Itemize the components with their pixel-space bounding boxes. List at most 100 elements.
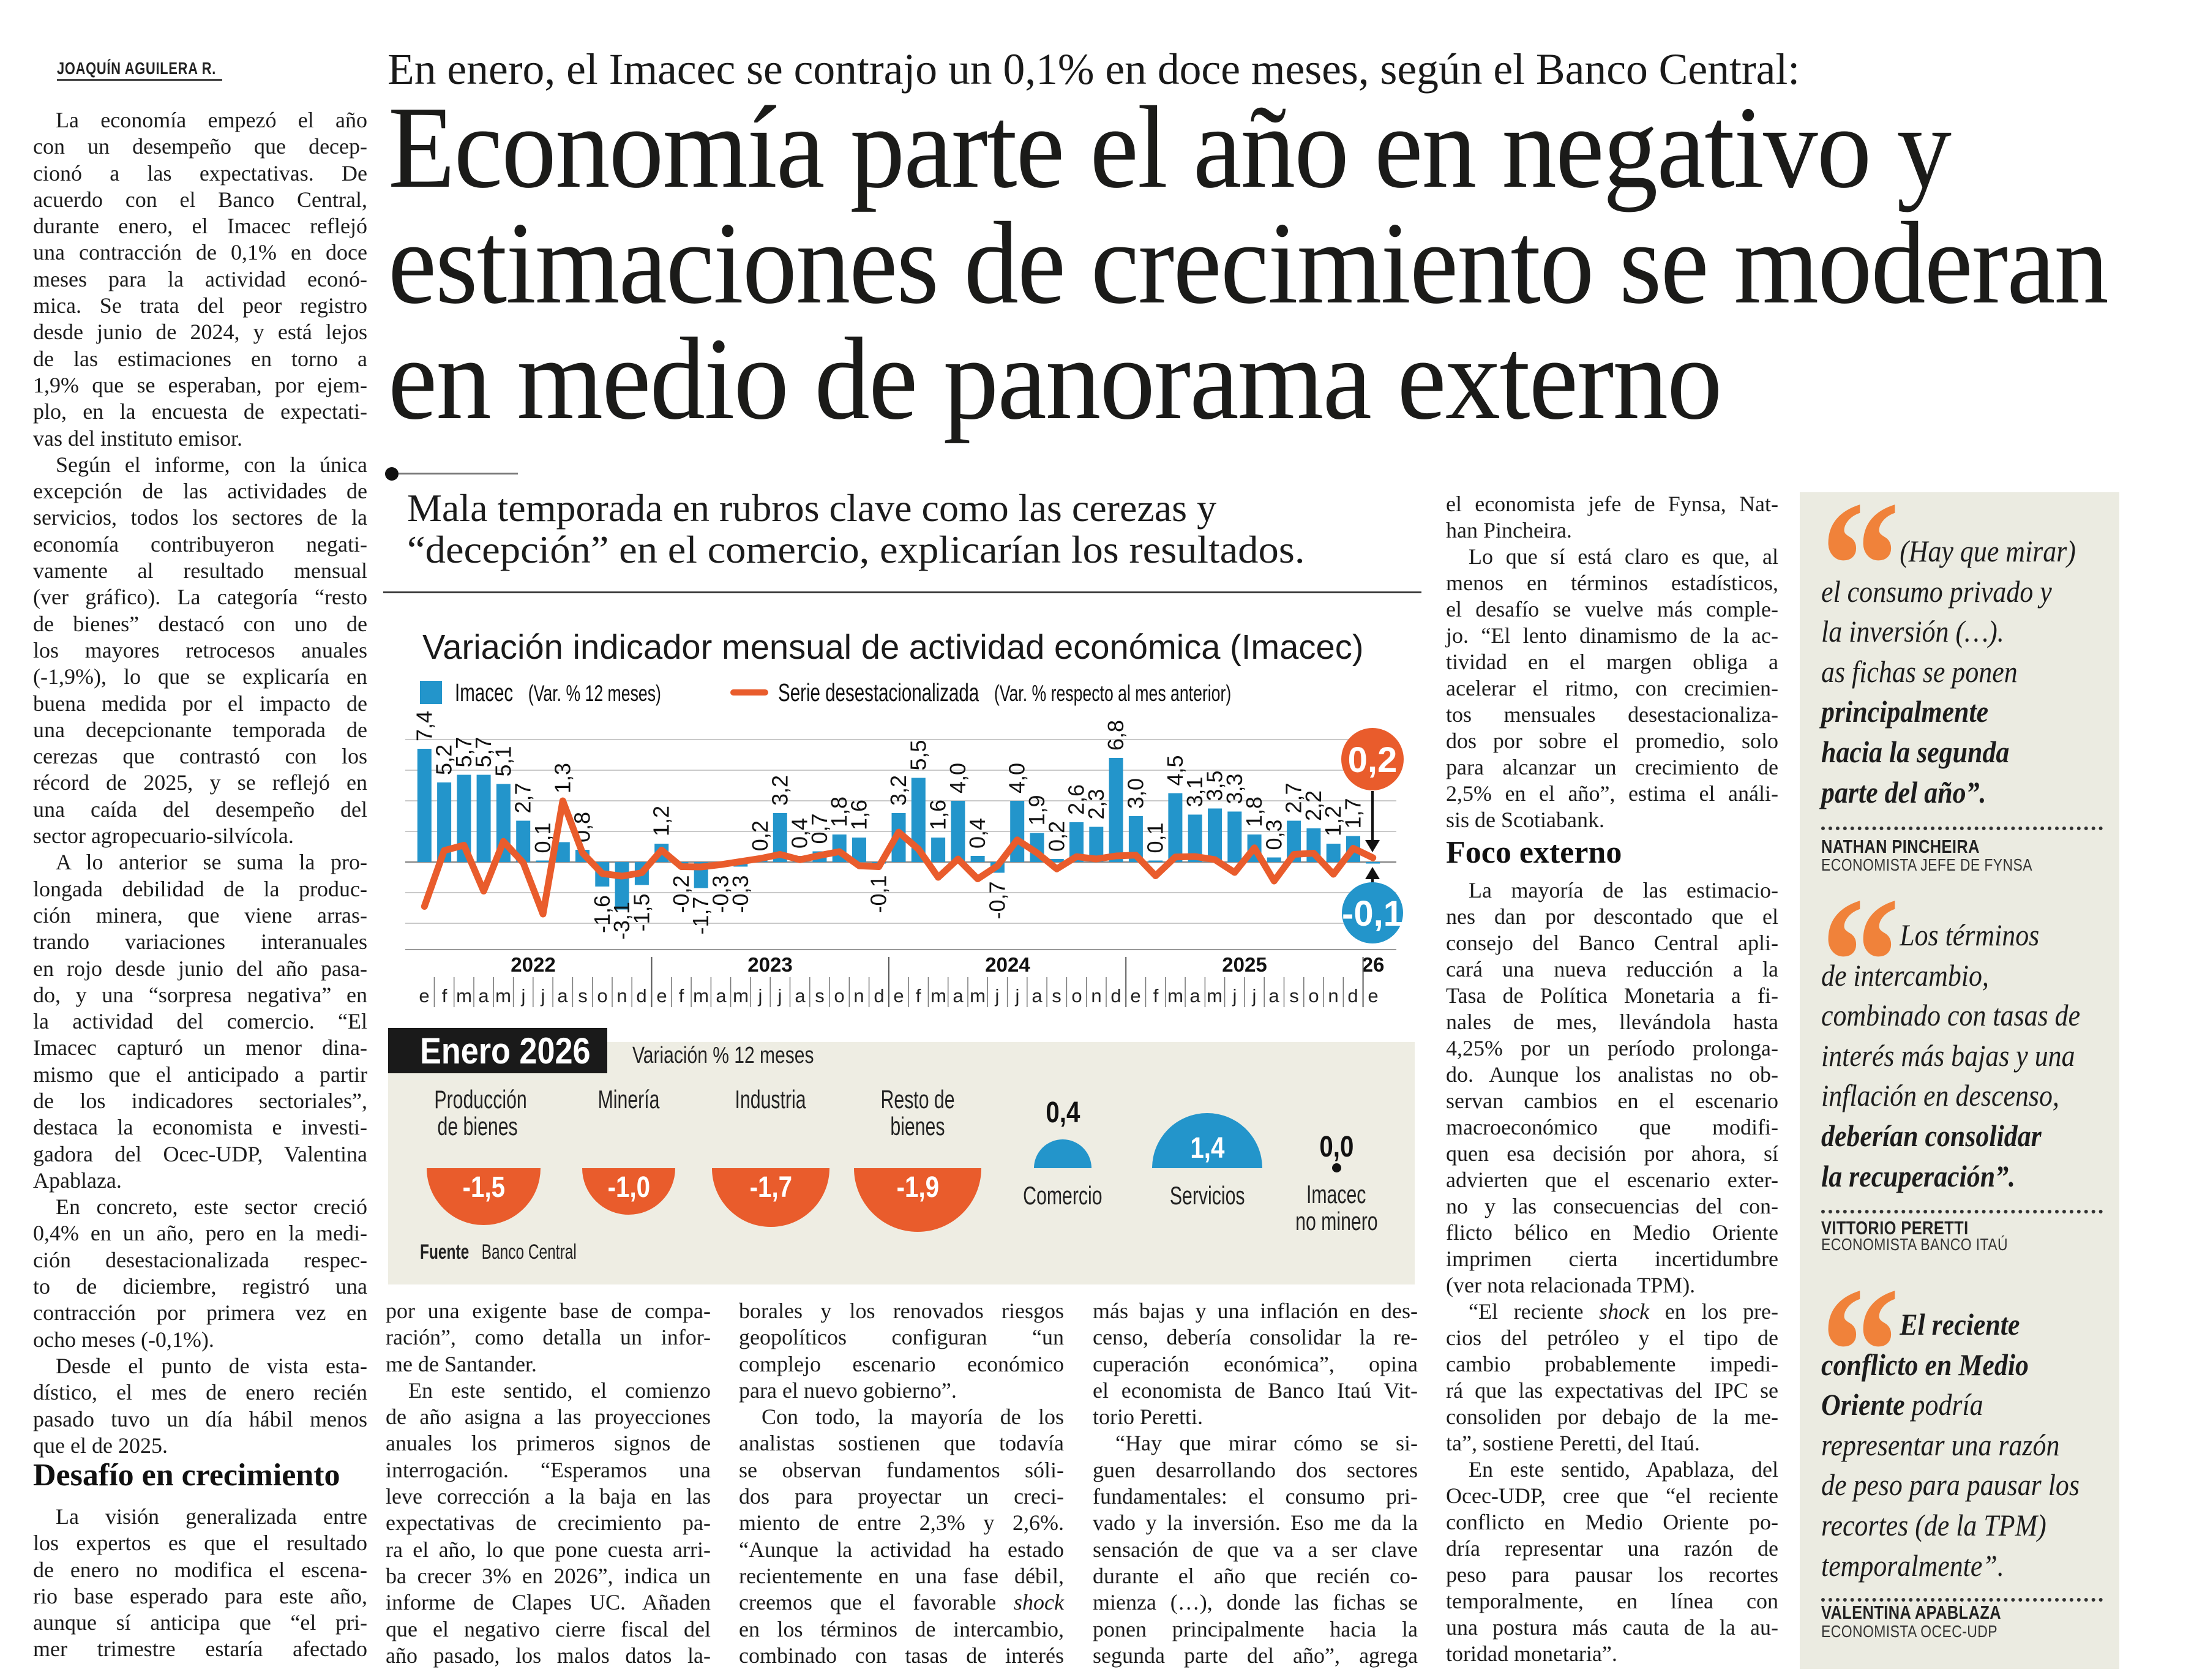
svg-text:m: m [733, 985, 749, 1007]
svg-text:-0,2: -0,2 [668, 876, 694, 913]
svg-text:4,5: 4,5 [1163, 755, 1188, 786]
svg-text:7,4: 7,4 [411, 711, 436, 741]
svg-text:a: a [953, 985, 964, 1007]
svg-text:1,2: 1,2 [649, 806, 674, 836]
svg-text:a: a [1031, 985, 1043, 1007]
svg-text:j: j [1232, 985, 1237, 1007]
svg-text:1,8: 1,8 [826, 797, 852, 827]
svg-text:f: f [679, 985, 684, 1007]
svg-text:m: m [495, 985, 511, 1007]
svg-text:-1,7: -1,7 [688, 897, 713, 935]
svg-text:2,7: 2,7 [1281, 782, 1306, 813]
svg-text:m: m [970, 985, 986, 1007]
svg-text:1,9: 1,9 [1024, 795, 1049, 825]
svg-text:3,3: 3,3 [1222, 773, 1247, 804]
svg-text:5,5: 5,5 [905, 740, 930, 770]
svg-text:5,7: 5,7 [471, 737, 496, 767]
svg-text:-3,1: -3,1 [609, 902, 634, 940]
svg-text:-0,3: -0,3 [728, 876, 753, 913]
svg-text:1,7: 1,7 [1341, 798, 1366, 828]
svg-text:j: j [995, 985, 1000, 1007]
svg-text:m: m [1207, 985, 1222, 1007]
svg-text:3,2: 3,2 [886, 775, 911, 806]
svg-text:a: a [557, 985, 568, 1007]
svg-text:0,1: 0,1 [530, 822, 555, 853]
svg-text:a: a [1189, 985, 1200, 1007]
svg-text:0,7: 0,7 [807, 813, 832, 844]
svg-text:26: 26 [1362, 953, 1385, 976]
svg-text:0,2: 0,2 [747, 820, 773, 851]
svg-text:2023: 2023 [747, 953, 792, 976]
svg-text:2,6: 2,6 [1064, 784, 1089, 815]
svg-text:1,3: 1,3 [550, 763, 575, 793]
svg-text:3,1: 3,1 [1182, 776, 1207, 807]
svg-text:f: f [916, 985, 921, 1007]
svg-text:-0,3: -0,3 [708, 876, 733, 913]
svg-text:2,7: 2,7 [511, 782, 536, 813]
svg-text:o: o [834, 985, 844, 1007]
svg-text:2025: 2025 [1222, 953, 1267, 976]
svg-text:e: e [656, 985, 667, 1007]
svg-text:1,6: 1,6 [926, 800, 951, 830]
svg-text:f: f [442, 985, 447, 1007]
svg-text:-0,7: -0,7 [984, 882, 1009, 920]
svg-text:o: o [597, 985, 607, 1007]
svg-text:a: a [795, 985, 806, 1007]
svg-text:m: m [693, 985, 709, 1007]
svg-text:s: s [1052, 985, 1061, 1007]
svg-text:2024: 2024 [985, 953, 1030, 976]
svg-text:0,4: 0,4 [787, 818, 812, 849]
svg-text:1,8: 1,8 [1241, 797, 1267, 827]
svg-text:m: m [930, 985, 946, 1007]
svg-text:m: m [1167, 985, 1183, 1007]
svg-text:j: j [758, 985, 763, 1007]
svg-text:n: n [853, 985, 864, 1007]
svg-text:f: f [1153, 985, 1159, 1007]
svg-text:4,0: 4,0 [945, 763, 970, 793]
svg-text:0,2: 0,2 [1348, 740, 1398, 780]
svg-text:s: s [1289, 985, 1299, 1007]
svg-text:6,8: 6,8 [1103, 720, 1128, 751]
svg-text:-1,6: -1,6 [590, 895, 615, 933]
svg-text:a: a [716, 985, 727, 1007]
svg-text:0,1: 0,1 [1143, 822, 1168, 853]
svg-text:d: d [874, 985, 884, 1007]
svg-text:-0,1: -0,1 [866, 876, 891, 913]
svg-text:2,3: 2,3 [1084, 789, 1109, 819]
svg-text:3,5: 3,5 [1202, 770, 1227, 801]
svg-text:e: e [419, 985, 429, 1007]
svg-text:j: j [1252, 985, 1257, 1007]
svg-text:4,0: 4,0 [1005, 763, 1030, 793]
svg-text:d: d [1110, 985, 1121, 1007]
svg-text:0,2: 0,2 [1044, 821, 1069, 852]
svg-text:n: n [1328, 985, 1338, 1007]
svg-text:1,6: 1,6 [847, 800, 872, 830]
svg-text:j: j [777, 985, 782, 1007]
svg-text:m: m [456, 985, 472, 1007]
svg-text:2,2: 2,2 [1301, 790, 1326, 821]
svg-text:n: n [1091, 985, 1101, 1007]
svg-text:j: j [521, 985, 526, 1007]
svg-text:n: n [616, 985, 627, 1007]
svg-text:5,1: 5,1 [490, 746, 515, 776]
svg-text:a: a [1268, 985, 1279, 1007]
svg-text:-0,1: -0,1 [1342, 894, 1403, 934]
svg-text:5,2: 5,2 [432, 744, 457, 775]
svg-text:e: e [893, 985, 904, 1007]
svg-text:2022: 2022 [511, 953, 555, 976]
svg-text:3,0: 3,0 [1123, 778, 1148, 809]
svg-text:e: e [1368, 985, 1378, 1007]
svg-text:5,7: 5,7 [451, 737, 476, 767]
svg-text:s: s [578, 985, 588, 1007]
svg-text:0,4: 0,4 [965, 818, 990, 849]
svg-text:a: a [478, 985, 489, 1007]
svg-text:0,3: 0,3 [1261, 819, 1286, 850]
svg-text:-1,5: -1,5 [629, 894, 654, 932]
svg-text:3,2: 3,2 [767, 775, 792, 806]
svg-text:j: j [1015, 985, 1020, 1007]
svg-text:d: d [636, 985, 646, 1007]
svg-text:e: e [1130, 985, 1140, 1007]
svg-text:s: s [815, 985, 825, 1007]
svg-text:j: j [541, 985, 545, 1007]
svg-text:o: o [1071, 985, 1082, 1007]
